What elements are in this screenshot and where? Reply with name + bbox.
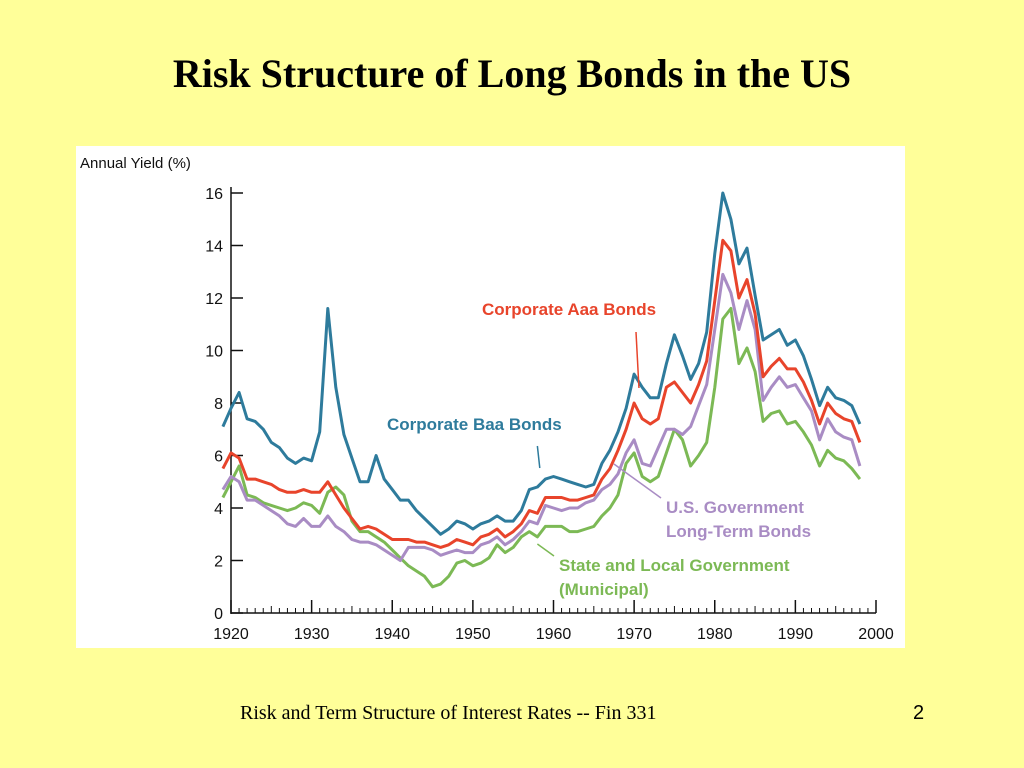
y-tick-label: 16 [205,186,223,203]
slide-title: Risk Structure of Long Bonds in the US [172,51,852,96]
slide-number: 2 [913,702,925,724]
x-tick-label: 1970 [616,626,652,643]
chart-panel: Annual Yield (%) 0 2 4 6 8 10 12 14 16 1920 1930 19… [76,146,905,648]
y-tick-label: 4 [214,501,223,518]
y-tick-label: 12 [205,291,223,308]
series-pointer-1 [635,331,640,389]
series-label-3: State and Local Government [559,556,790,575]
series-label-2: U.S. Government [666,498,804,517]
footer-text: Risk and Term Structure of Interest Rate… [240,702,657,724]
y-tick-label: 6 [214,449,223,466]
yield-chart: Annual Yield (%) 0 2 4 6 8 10 12 14 16 1920 1930 19… [80,155,894,643]
x-tick-label: 1990 [778,626,814,643]
series-lines [221,191,862,589]
y-tick-label: 10 [205,344,223,361]
x-tick-label: 1940 [374,626,410,643]
x-tick-label: 1980 [697,626,733,643]
series-label-1: Corporate Aaa Bonds [482,300,656,319]
series-label-3: (Municipal) [559,580,649,599]
axes: 0 2 4 6 8 10 12 14 16 1920 1930 1940 1950 1960 1970 198… [205,186,894,643]
x-tick-label: 1950 [455,626,491,643]
series-line-3 [221,307,862,589]
series-pointer-2 [613,463,662,499]
series-annotations: Corporate Baa Bonds Corporate Aaa Bonds U.… [387,300,811,599]
series-label-0: Corporate Baa Bonds [387,415,562,434]
series-label-2: Long-Term Bonds [666,522,811,541]
y-tick-label: 2 [214,554,223,571]
y-axis-label: Annual Yield (%) [80,155,191,172]
x-tick-label: 2000 [858,626,894,643]
y-tick-label: 14 [205,239,223,256]
y-tick-label: 8 [214,396,223,413]
x-tick-label: 1960 [536,626,572,643]
series-line-0 [221,191,862,536]
series-pointer-3 [536,543,555,557]
x-tick-label: 1920 [213,626,249,643]
y-tick-label: 0 [214,606,223,623]
series-pointer-0 [536,445,541,469]
series-line-2 [221,272,862,562]
x-tick-label: 1930 [294,626,330,643]
series-line-1 [221,238,862,549]
